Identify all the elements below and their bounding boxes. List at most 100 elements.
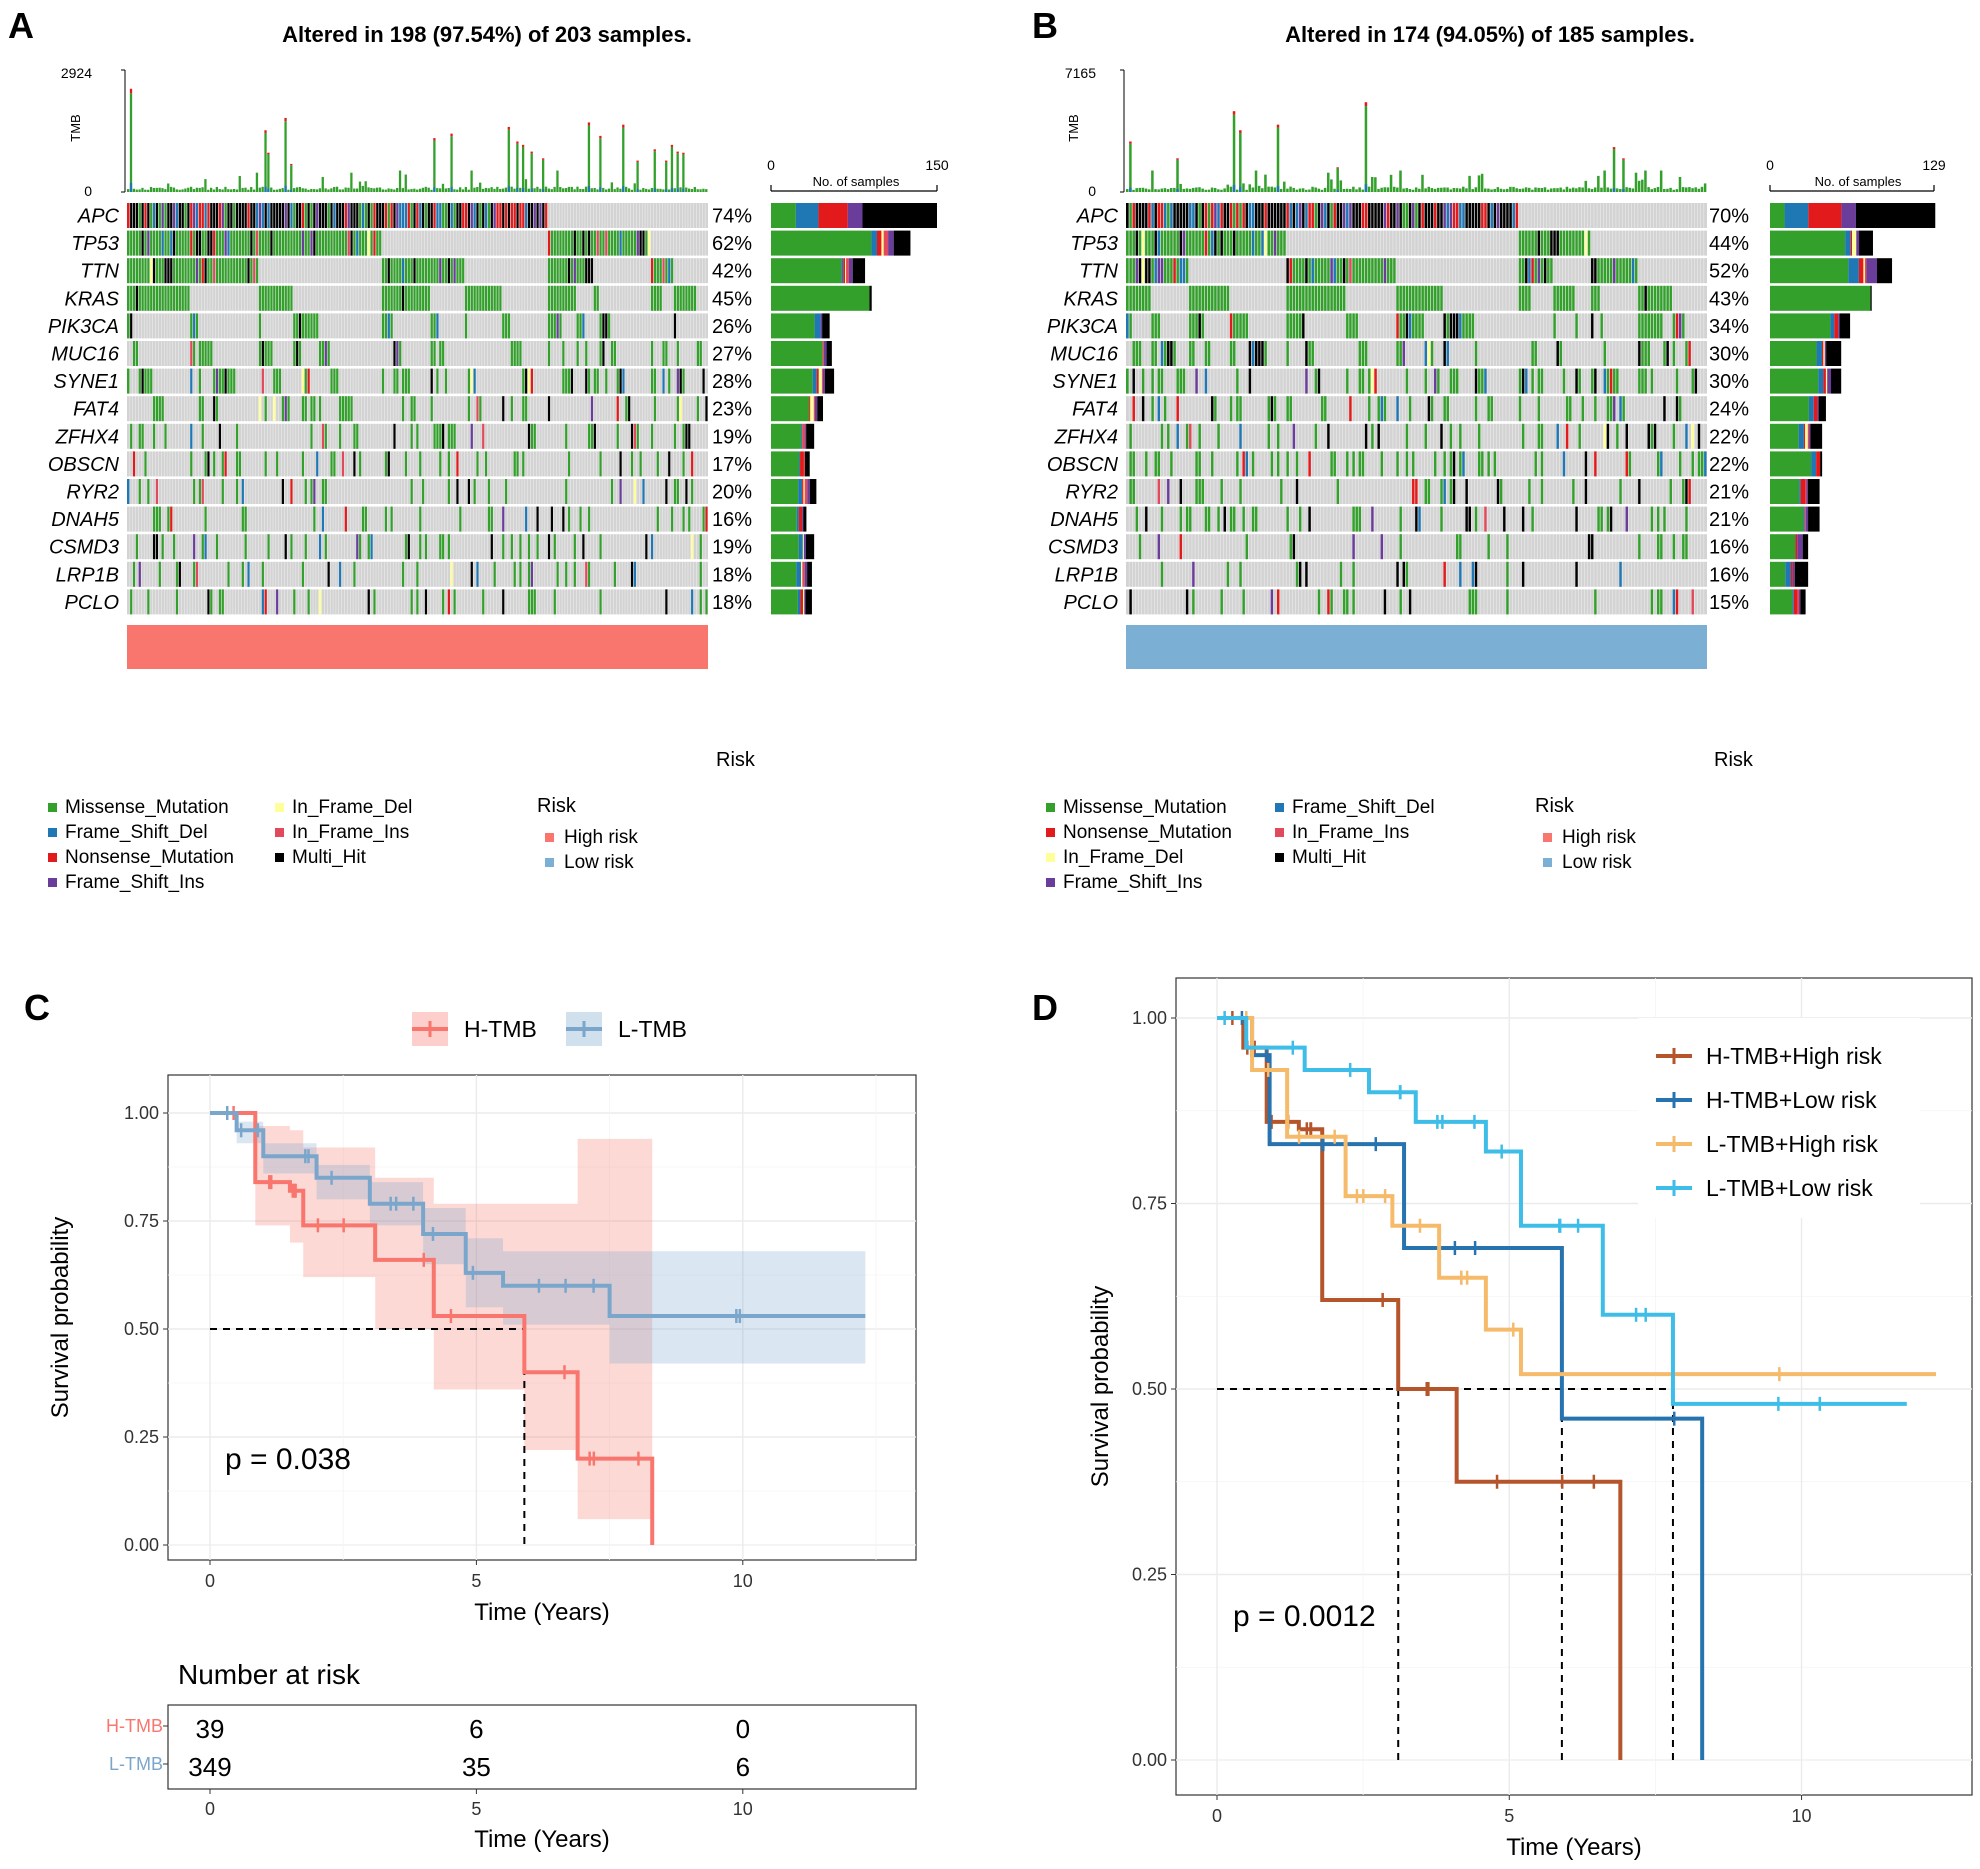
- gene-count-bar-segment: [817, 396, 824, 422]
- gene-count-bar-segment: [796, 561, 802, 587]
- tmb-bar: [1166, 189, 1170, 192]
- mutation-cell: [1603, 368, 1607, 394]
- tmb-bar: [682, 154, 685, 192]
- mutation-cell: [1449, 451, 1453, 477]
- mutation-cell: [650, 285, 654, 311]
- mutation-cell: [138, 561, 141, 587]
- mutation-cell: [421, 285, 425, 311]
- mutation-cell: [1195, 285, 1198, 311]
- tmb-bar: [376, 187, 379, 192]
- risk-annotation-bar: [1126, 625, 1707, 669]
- mutation-cell: [513, 203, 516, 228]
- mutation-cell: [453, 589, 456, 615]
- tmb-bar: [364, 181, 367, 192]
- mutation-cell: [510, 534, 513, 560]
- mutation-cell: [593, 285, 596, 311]
- mutation-cell: [1609, 368, 1613, 394]
- mutation-cell: [241, 561, 244, 587]
- mutation-cell: [384, 258, 388, 284]
- mutation-cell: [1166, 423, 1170, 449]
- mutation-cell: [1138, 534, 1142, 560]
- mutation-cell: [1229, 313, 1233, 339]
- mutation-cell: [676, 396, 679, 422]
- mutation-cell: [1342, 258, 1346, 284]
- gene-count-bar-segment: [1813, 396, 1818, 422]
- mutation-cell: [682, 451, 685, 477]
- mutation-cell: [307, 368, 310, 394]
- tmb-bar: [516, 143, 519, 192]
- mutation-cell: [278, 368, 282, 394]
- mutation-cell: [1326, 589, 1330, 615]
- mutation-cell: [562, 258, 565, 284]
- mutation-cell: [1659, 451, 1663, 477]
- tmb-bar-segment: [290, 189, 293, 192]
- tmb-bar: [1436, 187, 1440, 192]
- mutation-cell: [481, 589, 485, 615]
- tmb-bar: [433, 140, 436, 192]
- mutation-cell: [1462, 313, 1465, 339]
- mutation-cell: [1691, 589, 1694, 615]
- mutation-cell: [1261, 230, 1264, 256]
- mutation-cell: [1405, 285, 1409, 311]
- mutation-cell: [676, 479, 679, 504]
- mutation-cell: [1273, 203, 1277, 228]
- mutation-cell: [1333, 258, 1336, 284]
- mutation-cell: [1430, 285, 1434, 311]
- gene-label: SYNE1: [53, 371, 119, 393]
- mutation-cell: [1195, 368, 1198, 394]
- tmb-bar: [456, 189, 459, 192]
- mutation-cell: [1575, 561, 1578, 587]
- tmb-bar-segment: [507, 186, 510, 192]
- tmb-bar: [1248, 184, 1251, 192]
- legend-label: Missense_Mutation: [1063, 797, 1227, 818]
- mutation-cell: [430, 341, 433, 366]
- mutation-cell: [1537, 396, 1541, 422]
- mutation-cell: [1418, 313, 1421, 339]
- mutation-cell: [447, 479, 450, 504]
- gene-count-bar-segment: [809, 479, 817, 504]
- mutation-cell: [247, 203, 250, 228]
- tmb-bar: [667, 189, 671, 192]
- mutation-cell: [1612, 258, 1616, 284]
- gene-count-bar-segment: [1793, 589, 1798, 615]
- mutation-cell: [264, 589, 267, 615]
- mutation-cell: [318, 589, 322, 615]
- mutation-cell: [573, 258, 576, 284]
- mutation-cell: [1191, 203, 1195, 228]
- mutation-cell: [1593, 368, 1597, 394]
- mutation-cell: [1317, 258, 1321, 284]
- gene-count-bar-segment: [1827, 368, 1832, 394]
- tmb-bar-segment: [653, 149, 656, 152]
- mutation-cell: [293, 313, 296, 339]
- mutation-cell: [456, 203, 459, 228]
- mutation-cell: [576, 313, 579, 339]
- mutation-cell: [1311, 285, 1314, 311]
- gene-percent-label: 19%: [712, 537, 752, 559]
- mutation-cell: [281, 396, 284, 422]
- mutation-cell: [324, 534, 327, 560]
- mutation-cell: [1392, 203, 1396, 228]
- tmb-bar: [699, 189, 702, 192]
- mutation-cell: [1267, 396, 1270, 422]
- mutation-cell: [513, 451, 516, 477]
- mutation-cell: [355, 203, 359, 228]
- mutation-cell: [364, 230, 367, 256]
- mutation-cell: [1370, 423, 1374, 449]
- mutation-cell: [1612, 368, 1616, 394]
- mutation-cell: [1289, 203, 1292, 228]
- tmb-bar: [1666, 188, 1669, 192]
- mutation-cell: [507, 313, 511, 339]
- mutation-cell: [295, 313, 299, 339]
- mutation-cell: [1239, 396, 1242, 422]
- mutation-cell: [584, 230, 588, 256]
- mutation-cell: [670, 258, 674, 284]
- tmb-bar: [361, 185, 364, 192]
- mutation-cell: [1590, 258, 1594, 284]
- mutation-cell: [613, 230, 616, 256]
- mutation-cell: [570, 285, 574, 311]
- gene-count-bar-segment: [771, 561, 797, 587]
- tmb-bar: [1603, 170, 1606, 192]
- mutation-cell: [1323, 396, 1327, 422]
- mutation-cell: [1242, 313, 1245, 339]
- gene-count-bar-segment: [862, 203, 937, 228]
